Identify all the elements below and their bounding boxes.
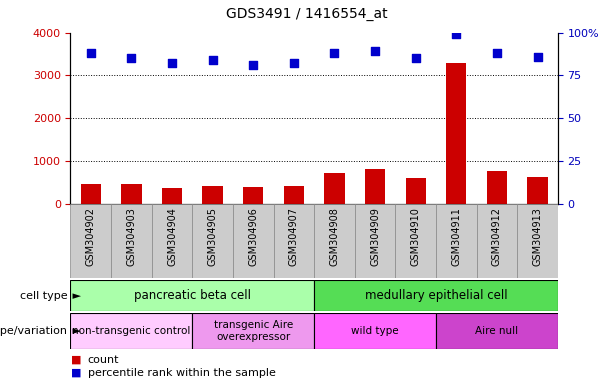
Bar bbox=[243, 187, 264, 204]
Point bbox=[86, 50, 96, 56]
Text: count: count bbox=[88, 355, 119, 365]
Text: transgenic Aire
overexpressor: transgenic Aire overexpressor bbox=[213, 320, 293, 342]
Point bbox=[126, 55, 136, 61]
Text: GSM304913: GSM304913 bbox=[533, 207, 543, 266]
Bar bbox=[517, 204, 558, 278]
Bar bbox=[111, 204, 151, 278]
Point bbox=[167, 60, 177, 66]
Bar bbox=[70, 204, 111, 278]
Text: GSM304909: GSM304909 bbox=[370, 207, 380, 266]
Point bbox=[208, 57, 218, 63]
Bar bbox=[81, 184, 101, 204]
Point bbox=[248, 62, 258, 68]
Bar bbox=[314, 313, 436, 349]
Bar bbox=[233, 204, 273, 278]
Text: GSM304903: GSM304903 bbox=[126, 207, 137, 266]
Text: GSM304905: GSM304905 bbox=[208, 207, 218, 266]
Bar bbox=[162, 188, 182, 204]
Bar bbox=[121, 184, 142, 204]
Text: ■: ■ bbox=[70, 355, 81, 365]
Bar bbox=[477, 204, 517, 278]
Text: GSM304907: GSM304907 bbox=[289, 207, 299, 266]
Bar bbox=[395, 204, 436, 278]
Bar bbox=[70, 313, 192, 349]
Bar bbox=[487, 171, 507, 204]
Bar bbox=[70, 280, 314, 311]
Point bbox=[370, 48, 380, 55]
Point bbox=[411, 55, 421, 61]
Text: wild type: wild type bbox=[351, 326, 399, 336]
Text: non-transgenic control: non-transgenic control bbox=[72, 326, 191, 336]
Text: cell type: cell type bbox=[20, 291, 67, 301]
Bar bbox=[284, 186, 304, 204]
Bar bbox=[314, 280, 558, 311]
Text: GSM304904: GSM304904 bbox=[167, 207, 177, 266]
Bar bbox=[355, 204, 395, 278]
Bar bbox=[324, 173, 345, 204]
Text: percentile rank within the sample: percentile rank within the sample bbox=[88, 368, 275, 378]
Text: GSM304902: GSM304902 bbox=[86, 207, 96, 266]
Text: GSM304912: GSM304912 bbox=[492, 207, 502, 266]
Text: ►: ► bbox=[69, 291, 82, 301]
Text: pancreatic beta cell: pancreatic beta cell bbox=[134, 289, 251, 302]
Bar bbox=[527, 177, 547, 204]
Point bbox=[289, 60, 299, 66]
Text: genotype/variation: genotype/variation bbox=[0, 326, 67, 336]
Bar bbox=[273, 204, 314, 278]
Text: GSM304910: GSM304910 bbox=[411, 207, 421, 266]
Bar bbox=[406, 178, 426, 204]
Bar bbox=[436, 313, 558, 349]
Bar bbox=[192, 313, 314, 349]
Bar bbox=[314, 204, 355, 278]
Text: GSM304906: GSM304906 bbox=[248, 207, 258, 266]
Bar bbox=[365, 169, 385, 204]
Bar bbox=[446, 63, 466, 204]
Bar bbox=[202, 187, 223, 204]
Text: GDS3491 / 1416554_at: GDS3491 / 1416554_at bbox=[226, 7, 387, 21]
Text: ►: ► bbox=[69, 326, 82, 336]
Text: medullary epithelial cell: medullary epithelial cell bbox=[365, 289, 508, 302]
Point bbox=[533, 53, 543, 60]
Bar bbox=[192, 204, 233, 278]
Bar bbox=[152, 204, 192, 278]
Point bbox=[492, 50, 502, 56]
Text: Aire null: Aire null bbox=[475, 326, 519, 336]
Text: ■: ■ bbox=[70, 368, 81, 378]
Bar bbox=[436, 204, 477, 278]
Point bbox=[451, 31, 461, 37]
Text: GSM304911: GSM304911 bbox=[451, 207, 462, 266]
Text: GSM304908: GSM304908 bbox=[329, 207, 340, 266]
Point bbox=[330, 50, 340, 56]
